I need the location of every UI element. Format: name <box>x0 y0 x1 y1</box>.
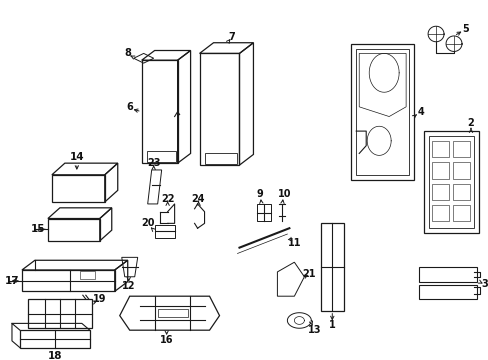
Text: 21: 21 <box>302 269 315 279</box>
Text: 9: 9 <box>256 189 262 199</box>
Text: 4: 4 <box>417 107 424 117</box>
Text: 8: 8 <box>124 48 131 58</box>
Text: 19: 19 <box>93 294 106 304</box>
Text: 15: 15 <box>31 224 45 234</box>
Text: 12: 12 <box>122 282 135 292</box>
Text: 17: 17 <box>5 276 19 285</box>
Text: 1: 1 <box>328 320 335 330</box>
Text: 3: 3 <box>481 279 488 289</box>
Text: 20: 20 <box>141 219 154 228</box>
Text: 5: 5 <box>462 24 468 34</box>
Text: 2: 2 <box>467 118 473 128</box>
Text: 18: 18 <box>47 351 62 360</box>
Text: 23: 23 <box>146 158 160 168</box>
Text: 6: 6 <box>126 102 133 112</box>
Text: 16: 16 <box>160 335 173 345</box>
Text: 24: 24 <box>190 194 204 204</box>
Text: 22: 22 <box>161 194 174 204</box>
Text: 14: 14 <box>69 152 84 162</box>
Text: 13: 13 <box>307 325 321 335</box>
Text: 10: 10 <box>277 189 290 199</box>
Text: 11: 11 <box>287 238 301 248</box>
Text: 7: 7 <box>228 32 234 42</box>
